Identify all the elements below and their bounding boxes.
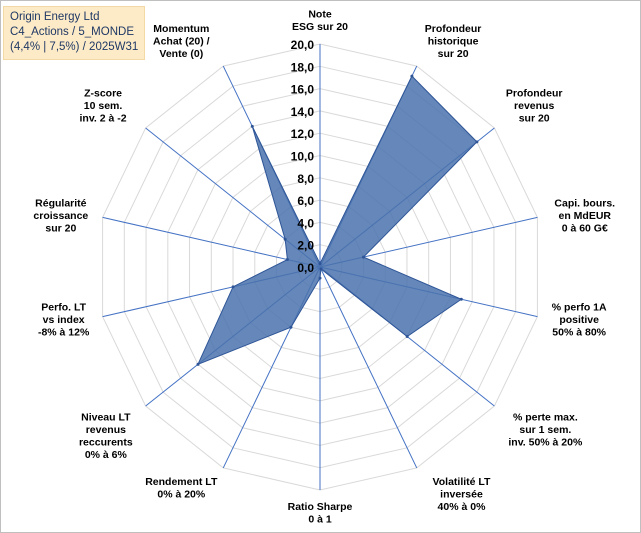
- axis-label-13-line-0: Momentum: [153, 23, 209, 35]
- tick-label-2: 4,0: [297, 216, 314, 230]
- axis-label-3-line-0: Capi. bours.: [554, 198, 615, 210]
- axis-label-11-line-0: Régularité: [35, 198, 87, 210]
- axis-label-9-line-1: revenus: [86, 424, 126, 436]
- title-line-period: (4,4% | 7,5%) / 2025W31: [10, 41, 139, 53]
- series-point-9: [196, 362, 200, 366]
- axis-label-7-line-1: 0 à 1: [308, 514, 332, 526]
- axis-label-3: Capi. bours. en MdEUR 0 à 60 G€: [554, 198, 615, 235]
- axis-label-7: Ratio Sharpe 0 à 1: [288, 501, 353, 526]
- title-line-company: Origin Energy Ltd: [10, 11, 100, 23]
- axis-label-6-line-2: 40% à 0%: [438, 501, 487, 513]
- spoke-11: [102, 216, 321, 268]
- axis-label-3-line-2: 0 à 60 G€: [562, 223, 608, 235]
- axis-label-4-line-0: % perfo 1A: [552, 301, 607, 313]
- axis-label-11: Régularité croissance sur 20: [33, 198, 88, 235]
- axis-label-7-line-0: Ratio Sharpe: [288, 501, 353, 513]
- tick-label-0: 0,0: [297, 261, 314, 275]
- axis-label-0: Note ESG sur 20: [292, 9, 348, 34]
- axis-label-9-line-0: Niveau LT: [81, 411, 131, 423]
- axis-label-3-line-1: en MdEUR: [559, 210, 612, 222]
- axis-label-9-line-2: reccurents: [79, 436, 133, 448]
- tick-label-5: 10,0: [291, 150, 315, 164]
- series-point-11: [285, 258, 289, 262]
- axis-label-12-line-1: 10 sem.: [84, 100, 123, 112]
- axis-label-12: Z-score 10 sem. inv. 2 à -2: [79, 88, 126, 125]
- series-point-0: [318, 262, 322, 266]
- axis-label-5-line-0: % perte max.: [513, 411, 578, 423]
- tick-label-1: 2,0: [297, 239, 314, 253]
- axis-label-10-line-0: Perfo. LT: [41, 301, 86, 313]
- axis-label-4-line-2: 50% à 80%: [552, 326, 606, 338]
- series-point-12: [283, 237, 287, 241]
- axis-label-10-line-2: -8% à 12%: [38, 326, 90, 338]
- axis-label-0-line-1: ESG sur 20: [292, 21, 348, 33]
- axis-label-9: Niveau LT revenus reccurents 0% à 6%: [79, 411, 133, 461]
- axis-label-1: Profondeur historique sur 20: [425, 23, 482, 60]
- tick-label-8: 16,0: [291, 83, 315, 97]
- axis-label-11-line-2: sur 20: [45, 223, 76, 235]
- axis-label-8-line-1: 0% à 20%: [157, 488, 206, 500]
- series-point-6: [319, 267, 323, 271]
- axis-label-2-line-0: Profondeur: [506, 88, 563, 100]
- series-point-7: [318, 276, 322, 280]
- axis-label-8-line-0: Rendement LT: [145, 476, 218, 488]
- series-point-4: [459, 297, 463, 301]
- axis-label-10: Perfo. LT vs index -8% à 12%: [38, 301, 90, 338]
- series-point-1: [410, 74, 414, 78]
- axis-label-0-line-0: Note: [308, 9, 331, 21]
- series-point-8: [289, 325, 293, 329]
- tick-label-3: 6,0: [297, 194, 314, 208]
- axis-label-6-line-1: inversée: [440, 488, 483, 500]
- axis-label-5-line-2: inv. 50% à 20%: [508, 436, 583, 448]
- axis-label-2-line-2: sur 20: [519, 113, 550, 125]
- axis-label-6-line-0: Volatilité LT: [433, 476, 492, 488]
- axis-label-5: % perte max. sur 1 sem. inv. 50% à 20%: [508, 411, 583, 448]
- axis-label-13: Momentum Achat (20) / Vente (0): [153, 23, 210, 60]
- axis-label-11-line-1: croissance: [33, 210, 88, 222]
- chart-title-box: Origin Energy Ltd C4_Actions / 5_MONDE (…: [3, 6, 146, 60]
- spoke-6: [319, 266, 418, 469]
- series-point-3: [361, 255, 365, 259]
- tick-label-6: 12,0: [291, 127, 315, 141]
- radar-series: [196, 74, 479, 366]
- axis-label-9-line-3: 0% à 6%: [85, 449, 128, 461]
- tick-label-4: 8,0: [297, 172, 314, 186]
- axis-label-2: Profondeur revenus sur 20: [506, 88, 563, 125]
- axis-label-8: Rendement LT 0% à 20%: [145, 476, 218, 501]
- title-line-category: C4_Actions / 5_MONDE: [10, 26, 134, 38]
- tick-label-9: 18,0: [291, 60, 315, 74]
- axis-label-2-line-1: revenus: [514, 100, 554, 112]
- series-point-5: [405, 335, 409, 339]
- axis-label-1-line-0: Profondeur: [425, 23, 482, 35]
- axis-label-5-line-1: sur 1 sem.: [519, 424, 571, 436]
- series-area-0: [196, 75, 478, 366]
- series-point-13: [250, 124, 254, 128]
- axis-label-12-line-2: inv. 2 à -2: [79, 113, 126, 125]
- axis-label-1-line-2: sur 20: [438, 48, 469, 60]
- axis-label-13-line-2: Vente (0): [159, 48, 203, 60]
- radar-axis-labels: Note ESG sur 20 Profondeur historique sur 20…: [33, 9, 615, 526]
- series-point-10: [231, 285, 235, 289]
- axis-label-1-line-1: historique: [428, 36, 479, 48]
- axis-label-4: % perfo 1A positive 50% à 80%: [552, 301, 607, 338]
- axis-label-4-line-1: positive: [559, 314, 599, 326]
- series-point-2: [475, 140, 479, 144]
- axis-label-6: Volatilité LT inversée 40% à 0%: [433, 476, 492, 513]
- axis-label-13-line-1: Achat (20) /: [153, 36, 210, 48]
- axis-label-12-line-0: Z-score: [84, 88, 122, 100]
- tick-label-7: 14,0: [291, 105, 315, 119]
- tick-label-10: 20,0: [291, 38, 315, 52]
- radar-tick-labels: 0,0 2,0 4,0 6,0 8,0 10,0 12,0 14,0 16,0 18,0 20,0: [291, 38, 315, 275]
- axis-label-10-line-1: vs index: [43, 314, 85, 326]
